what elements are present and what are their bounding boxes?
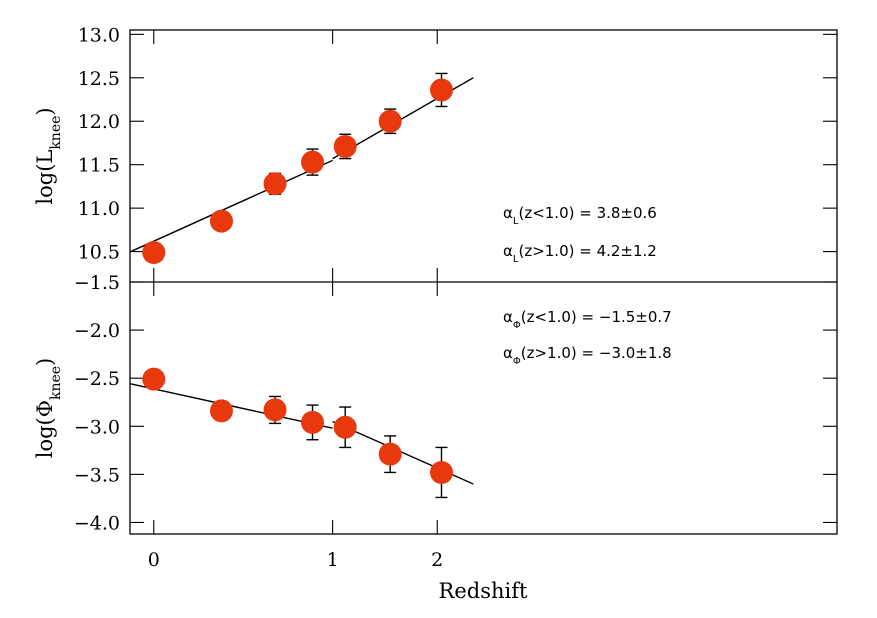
bottom-annotation-1: αΦ(z<1.0) = −1.5±0.7 bbox=[503, 308, 672, 331]
top-data-point bbox=[142, 240, 166, 264]
top-data-point bbox=[263, 172, 287, 196]
top-y-tick-label: 12.5 bbox=[78, 68, 120, 90]
top-ylabel: log(Lknee) bbox=[33, 107, 64, 204]
chart-marks: 0 1 2 10.5 11.0 11.5 12.0 12.5 13.0 −1.5 −2.0 −2.5 −… bbox=[74, 24, 837, 571]
top-data-point bbox=[429, 78, 453, 102]
top-annotations: αL(z<1.0) = 3.8±0.6 αL(z>1.0) = 4.2±1.2 bbox=[503, 204, 657, 265]
bottom-ylabel-sub: knee bbox=[48, 366, 64, 400]
top-ylabel-main: log(L bbox=[33, 150, 57, 205]
bottom-data-point bbox=[429, 460, 453, 484]
top-y-tick-label: 12.0 bbox=[78, 111, 120, 133]
top-y-tick-label: 13.0 bbox=[78, 24, 120, 46]
top-data-point bbox=[209, 209, 233, 233]
top-annotation-1: αL(z<1.0) = 3.8±0.6 bbox=[503, 204, 657, 227]
top-y-tick-label: 11.5 bbox=[78, 155, 120, 177]
bottom-y-tick-label: −4.0 bbox=[74, 512, 120, 534]
x-tick-label: 0 bbox=[148, 549, 160, 571]
top-y-tick-label: 11.0 bbox=[78, 198, 120, 220]
x-tick-label: 2 bbox=[431, 549, 443, 571]
bottom-ylabel-close: ) bbox=[33, 358, 57, 366]
x-tick-label: 1 bbox=[327, 549, 339, 571]
bottom-y-tick-label: −2.0 bbox=[74, 320, 120, 342]
bottom-data-point bbox=[378, 442, 402, 466]
bottom-y-tick-label: −3.5 bbox=[74, 464, 120, 486]
top-y-tick-label: 10.5 bbox=[78, 242, 120, 264]
bottom-y-tick-label: −2.5 bbox=[74, 368, 120, 390]
bottom-ylabel-main: log(Φ bbox=[33, 400, 57, 458]
svg-text:log(Φknee): log(Φknee) bbox=[33, 358, 64, 459]
top-data-point bbox=[333, 134, 357, 158]
top-ylabel-close: ) bbox=[33, 107, 57, 115]
bottom-y-tick-label: −1.5 bbox=[74, 272, 120, 294]
top-ylabel-sub: knee bbox=[48, 116, 64, 150]
bottom-data-point bbox=[263, 398, 287, 422]
top-fit-line-1 bbox=[129, 159, 333, 253]
top-annotation-2: αL(z>1.0) = 4.2±1.2 bbox=[503, 242, 657, 265]
top-data-point bbox=[378, 109, 402, 133]
bottom-ylabel: log(Φknee) bbox=[33, 358, 64, 459]
bottom-data-point bbox=[333, 415, 357, 439]
bottom-data-point bbox=[209, 399, 233, 423]
top-data-point bbox=[300, 150, 324, 174]
bottom-data-point bbox=[142, 367, 166, 391]
svg-text:log(Lknee): log(Lknee) bbox=[33, 107, 64, 204]
bottom-data-point bbox=[300, 410, 324, 434]
bottom-annotation-2: αΦ(z>1.0) = −3.0±1.8 bbox=[503, 344, 672, 367]
x-axis-title: Redshift bbox=[439, 579, 528, 603]
bottom-annotations: αΦ(z<1.0) = −1.5±0.7 αΦ(z>1.0) = −3.0±1.… bbox=[503, 308, 672, 367]
bottom-y-tick-label: −3.0 bbox=[74, 416, 120, 438]
